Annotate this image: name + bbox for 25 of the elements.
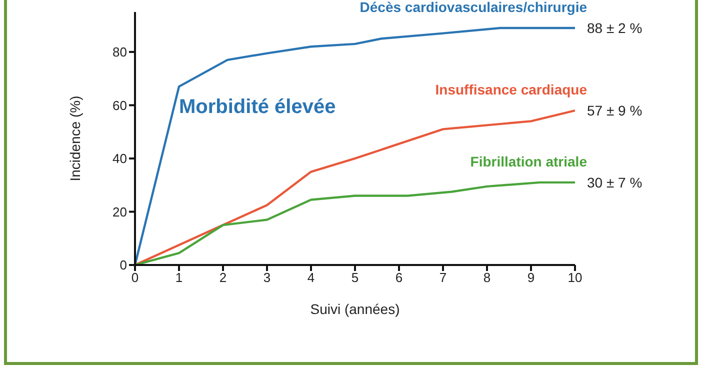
x-tick-label: 5 bbox=[351, 270, 359, 286]
y-tick-label: 0 bbox=[120, 258, 127, 273]
x-tick-label: 3 bbox=[263, 270, 271, 286]
x-tick-label: 10 bbox=[568, 270, 582, 286]
text: 57 ± 9 % bbox=[587, 102, 642, 119]
y-tick-label: 60 bbox=[112, 98, 127, 113]
x-tick-label: 9 bbox=[527, 270, 535, 286]
x-tick-label: 6 bbox=[395, 270, 403, 286]
x-tick-label: 0 bbox=[131, 270, 139, 286]
x-tick-label: 4 bbox=[307, 270, 315, 286]
annotation: Morbidité élevée bbox=[179, 96, 336, 118]
series-label: Décès cardiovasculaires/chirurgie bbox=[360, 0, 588, 15]
text: 88 ± 2 % bbox=[587, 20, 642, 36]
y-tick-label: 80 bbox=[112, 44, 127, 60]
x-tick-label: 1 bbox=[175, 270, 183, 286]
series-label: Insuffisance cardiaque bbox=[435, 82, 588, 98]
text: 30 ± 7 % bbox=[587, 174, 642, 190]
y-tick-label: 40 bbox=[112, 151, 127, 166]
x-tick-label: 2 bbox=[219, 270, 227, 286]
x-tick-label: 7 bbox=[439, 270, 447, 286]
y-tick-label: 20 bbox=[112, 204, 127, 220]
series-label: Fibrillation atriale bbox=[470, 153, 588, 170]
x-tick-label: 8 bbox=[483, 270, 491, 286]
y-axis-title: Incidence (%) bbox=[66, 96, 83, 182]
x-axis-title: Suivi (années) bbox=[310, 301, 400, 317]
